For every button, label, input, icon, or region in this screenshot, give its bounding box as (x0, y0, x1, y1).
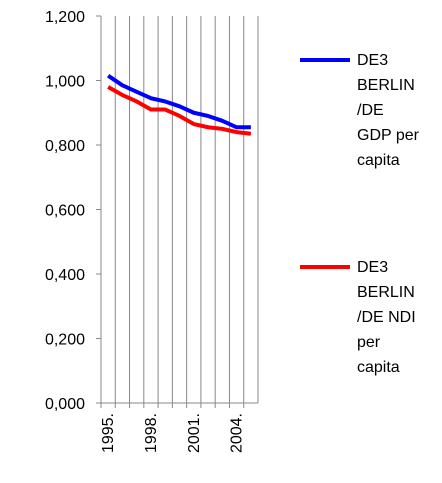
legend-label: DE3 BERLIN /DE GDP per capita (357, 52, 419, 169)
series-line (107, 74, 251, 130)
x-tick-label: 1998. (143, 413, 160, 453)
legend-label: DE3 BERLIN /DE NDI per capita (357, 259, 416, 376)
y-tick-label: 0,200 (45, 332, 85, 349)
y-tick-label: 0,600 (45, 203, 85, 220)
y-tick-label: 0,000 (45, 396, 85, 413)
x-tick-label: 1995. (100, 413, 117, 453)
x-tick-label: 2001. (186, 413, 203, 453)
y-tick-label: 1,200 (45, 9, 85, 26)
y-tick-label: 1,000 (45, 74, 85, 91)
series-line (107, 85, 252, 136)
x-tick-label: 2004. (229, 413, 246, 453)
y-tick-label: 0,800 (45, 138, 85, 155)
y-tick-label: 0,400 (45, 267, 85, 284)
